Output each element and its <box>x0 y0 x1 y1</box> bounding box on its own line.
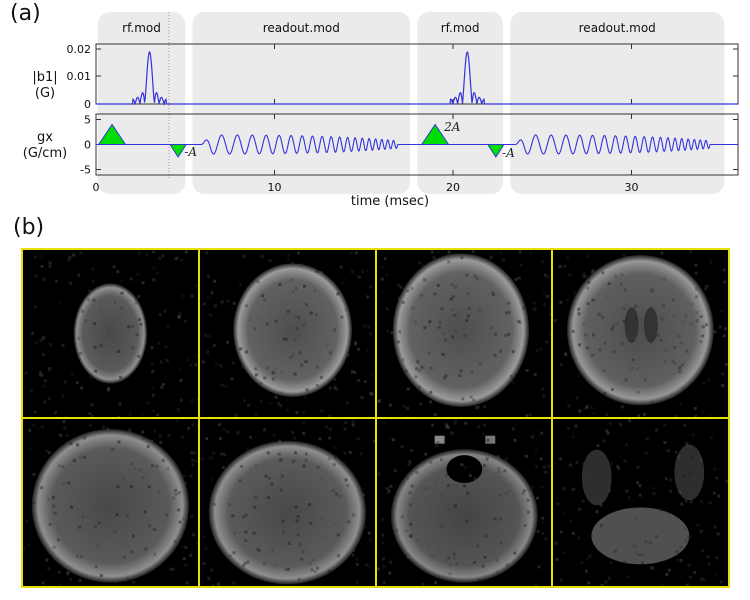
mri-slice-6 <box>198 418 376 587</box>
mri-slice-3 <box>375 249 553 418</box>
gx-y-tick-label: 5 <box>84 114 91 127</box>
module-label: readout.mod <box>579 21 656 35</box>
x-tick-label: 0 <box>93 181 100 194</box>
gx-y-tick-label: 0 <box>84 139 91 152</box>
module-block-3 <box>510 12 725 194</box>
gx-ylabel-line1: gx <box>37 130 53 145</box>
gradient-annotations: -A 2A -A <box>184 120 515 160</box>
b1-ylabel-line2: (G) <box>35 86 55 101</box>
gradient-annotation: 2A <box>443 120 461 134</box>
module-label: rf.mod <box>441 21 480 35</box>
b1-y-tick-label: 0 <box>84 98 91 111</box>
x-tick-label: 20 <box>446 181 460 194</box>
mri-slice-7 <box>375 418 553 587</box>
gradient-annotation: -A <box>502 146 515 160</box>
pulse-sequence-diagram: rf.mod readout.mod rf.mod readout.mod 0 10 20… <box>23 12 739 209</box>
b1-y-tick-label: 0.01 <box>67 70 92 83</box>
panel-b-label: (b) <box>13 215 45 240</box>
mri-slice-2 <box>198 249 376 418</box>
x-axis-label: time (msec) <box>351 194 429 209</box>
module-block-0 <box>97 12 186 194</box>
b1-waveform <box>96 50 738 107</box>
module-label: rf.mod <box>122 21 161 35</box>
module-block-2 <box>417 12 503 194</box>
gradient-annotation: -A <box>184 145 197 159</box>
gx-ylabel-line2: (G/cm) <box>23 146 67 161</box>
mri-slice-grid <box>21 248 730 588</box>
module-backgrounds <box>97 12 725 194</box>
gx-waveform <box>96 123 738 158</box>
x-tick-label: 30 <box>625 181 639 194</box>
mri-slice-5 <box>22 418 199 587</box>
x-tick-label: 10 <box>268 181 282 194</box>
mri-slice-1 <box>22 249 199 418</box>
gx-y-tick-label: -5 <box>80 164 91 177</box>
panel-a-label: (a) <box>10 1 41 26</box>
b1-y-tick-label: 0.02 <box>67 43 92 56</box>
module-labels: rf.mod readout.mod rf.mod readout.mod <box>122 21 656 35</box>
b1-ylabel-line1: |b1| <box>32 70 57 85</box>
mri-slice-8 <box>552 418 729 587</box>
mri-slice-4 <box>552 249 729 418</box>
module-block-1 <box>192 12 411 194</box>
module-label: readout.mod <box>263 21 340 35</box>
